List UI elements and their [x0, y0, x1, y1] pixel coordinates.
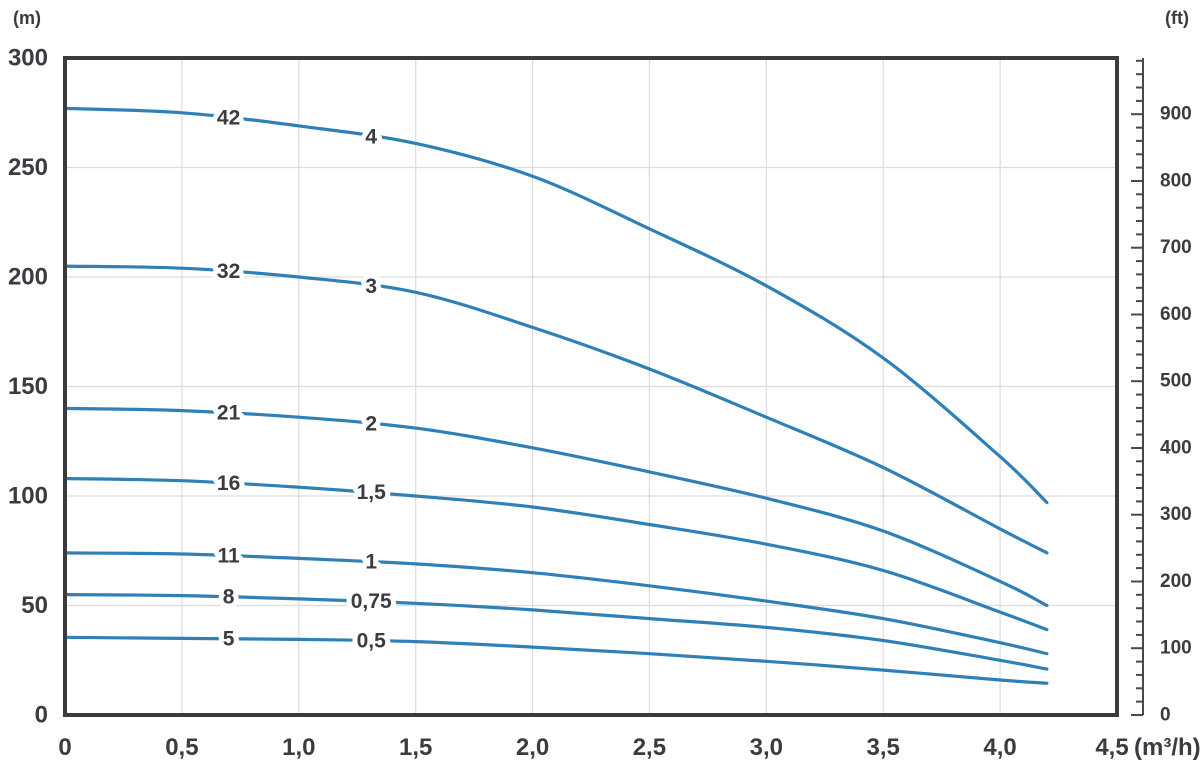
right-axis-tick-label: 100 [1160, 638, 1192, 659]
x-axis-tick-label: 3,5 [867, 734, 900, 761]
curve-power-kw-label: 0,75 [351, 590, 392, 613]
x-axis-tick-label: 4,0 [983, 734, 1016, 761]
x-axis-tick-label: 0,5 [165, 734, 198, 761]
curve-stage-count-label: 42 [217, 107, 240, 130]
left-axis-tick-label: 250 [8, 154, 48, 181]
x-axis-tick-label: 4,5 [1095, 734, 1128, 761]
pump-curve-32-stages [63, 264, 1049, 555]
left-axis-tick-label: 300 [8, 45, 48, 72]
curve-stage-count-label: 11 [217, 544, 240, 567]
plot-frame [63, 56, 1119, 717]
right-axis-tick-label: 900 [1160, 104, 1192, 125]
curve-power-kw-label: 0,5 [357, 629, 387, 652]
left-axis-tick-label: 50 [21, 592, 48, 619]
x-axis-tick-label: 1,5 [399, 734, 432, 761]
curve-power-kw-label: 3 [365, 275, 377, 298]
left-axis-tick-label: 200 [8, 264, 48, 291]
curve-power-kw-label: 1,5 [357, 481, 387, 504]
curve-stage-count-label: 21 [217, 402, 241, 425]
curve-power-kw-label: 2 [365, 412, 377, 435]
curve-power-kw-label: 1 [365, 550, 377, 573]
left-axis-tick-label: 0 [35, 702, 48, 729]
x-axis-tick-label: 2,5 [633, 734, 666, 761]
right-axis-tick-label: 700 [1160, 237, 1192, 258]
pump-curve-11-stages [63, 551, 1049, 656]
pump-curve-8-stages [63, 593, 1049, 671]
pump-curve-42-stages [63, 106, 1049, 505]
left-axis-tick-label: 100 [8, 483, 48, 510]
pump-curve-16-stages [63, 476, 1049, 632]
x-axis-tick-label: 0 [58, 734, 71, 761]
curve-stage-count-label: 5 [223, 627, 235, 650]
bottom-axis: 0 0,5 1,0 1,5 2,0 2,5 3,0 3,5 4,0 4,5 [58, 734, 1128, 761]
right-axis-tick-label: 0 [1160, 705, 1171, 726]
left-axis-unit-label: (m) [13, 8, 41, 28]
x-axis-tick-label: 3,0 [750, 734, 783, 761]
left-axis: 0 50 100 150 200 250 300 [8, 45, 48, 729]
right-axis-unit-label: (ft) [1165, 8, 1189, 28]
curve-stage-count-label: 16 [217, 472, 240, 495]
curve-power-kw-label: 4 [365, 125, 377, 148]
right-axis-tick-label: 300 [1160, 504, 1192, 525]
x-axis-tick-label: 2,0 [516, 734, 549, 761]
curve-layer [63, 106, 1049, 685]
x-axis-tick-label: 1,0 [282, 734, 315, 761]
right-axis: 0 100 200 300 400 500 600 700 800 900 [1131, 58, 1192, 726]
right-axis-tick-label: 200 [1160, 571, 1192, 592]
curve-stage-count-label: 8 [223, 586, 235, 609]
grid-layer [65, 58, 1117, 715]
right-axis-tick-label: 500 [1160, 371, 1192, 392]
right-axis-tick-label: 800 [1160, 171, 1192, 192]
right-axis-tick-label: 600 [1160, 304, 1192, 325]
pump-curve-5-stages [63, 635, 1049, 685]
pump-curve-21-stages [63, 406, 1049, 608]
left-axis-tick-label: 150 [8, 373, 48, 400]
right-axis-tick-label: 400 [1160, 438, 1192, 459]
x-axis-unit-label: (m³/h) [1134, 734, 1201, 761]
curve-stage-count-label: 32 [217, 260, 240, 283]
